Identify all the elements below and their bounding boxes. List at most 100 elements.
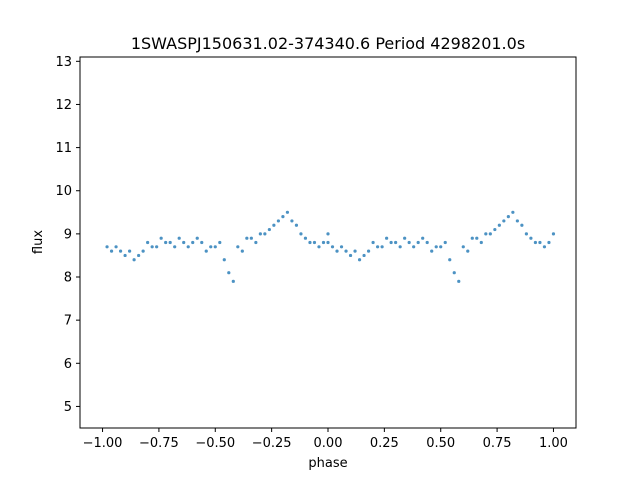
data-point [272,223,276,227]
data-point [146,240,150,245]
y-tick-label: 6 [64,357,72,372]
data-point [294,223,299,227]
data-point [137,253,141,258]
data-point [326,240,330,245]
data-point [195,236,199,240]
data-point [511,210,515,214]
data-point [177,236,181,240]
data-point [258,232,262,236]
x-axis: −1.00 −0.75 −0.50 −0.25 0.00 0.25 0.50 0.75 1.00 [83,428,568,451]
data-point [326,232,330,236]
data-point [141,249,145,253]
data-point [425,240,429,245]
data-point [389,240,393,245]
data-point [506,215,510,219]
x-tick-label: −0.75 [139,436,179,451]
data-point [200,240,204,245]
data-point [452,271,456,275]
x-axis-label: phase [308,456,347,471]
data-point [317,245,321,249]
y-axis: 5 6 7 8 9 10 11 12 13 [55,55,80,415]
data-point [357,258,362,262]
data-point [191,240,195,245]
data-point [529,236,533,240]
data-point [348,253,353,258]
y-tick-label: 13 [55,55,72,70]
x-tick-label: 0.75 [483,436,512,451]
data-point [308,240,312,245]
data-point [186,245,190,249]
data-point [488,232,492,236]
data-point [123,253,127,258]
data-point [330,245,335,249]
data-point [493,227,497,232]
data-point [339,245,344,249]
data-point [245,236,249,240]
data-point [542,245,547,249]
data-point [240,249,244,253]
data-point [227,271,231,275]
data-point [285,210,290,214]
y-tick-label: 5 [64,400,72,415]
y-tick-label: 8 [64,271,72,286]
data-point [267,227,271,232]
data-point [502,219,506,223]
data-point [321,240,326,245]
data-point [403,236,407,240]
data-point [353,249,357,253]
data-point [376,245,380,249]
y-tick-label: 12 [55,98,72,113]
data-point [484,232,488,236]
data-point [204,249,208,253]
data-point [434,245,438,249]
data-point [159,236,163,240]
data-point [249,236,253,240]
data-point [421,236,425,240]
data-point [439,245,443,249]
data-point [303,236,308,240]
y-tick-label: 7 [64,314,72,329]
data-point [538,240,542,245]
x-tick-label: −0.50 [195,436,235,451]
data-point [299,232,303,236]
data-point [218,240,222,245]
data-point [182,240,186,245]
data-point [366,249,371,253]
data-point [470,236,474,240]
data-point [222,258,226,262]
data-point [533,240,538,245]
y-axis-label: flux [31,230,46,254]
data-point [461,245,465,249]
data-point [114,245,118,249]
data-point [398,245,402,249]
x-tick-label: 0.50 [426,436,455,451]
data-point [254,240,258,245]
data-point [520,223,524,227]
data-point [118,249,123,253]
data-point [479,240,483,245]
x-tick-label: −1.00 [83,436,123,451]
data-point [263,232,267,236]
data-point [547,240,551,245]
data-point [407,240,411,245]
data-point [290,219,294,223]
data-point [515,219,519,223]
data-point [173,245,177,249]
data-point [105,245,109,249]
chart-title: 1SWASPJ150631.02-374340.6 Period 4298201… [131,34,525,53]
data-point [109,249,114,253]
data-point [155,245,159,249]
data-point [236,245,240,249]
data-point [335,249,339,253]
data-point [150,245,154,249]
x-tick-label: 0.25 [370,436,399,451]
data-point [213,245,217,249]
data-point [164,240,168,245]
data-points [105,210,556,283]
data-point [128,249,132,253]
x-tick-label: 1.00 [539,436,568,451]
data-point [312,240,317,245]
y-tick-label: 11 [55,141,72,156]
